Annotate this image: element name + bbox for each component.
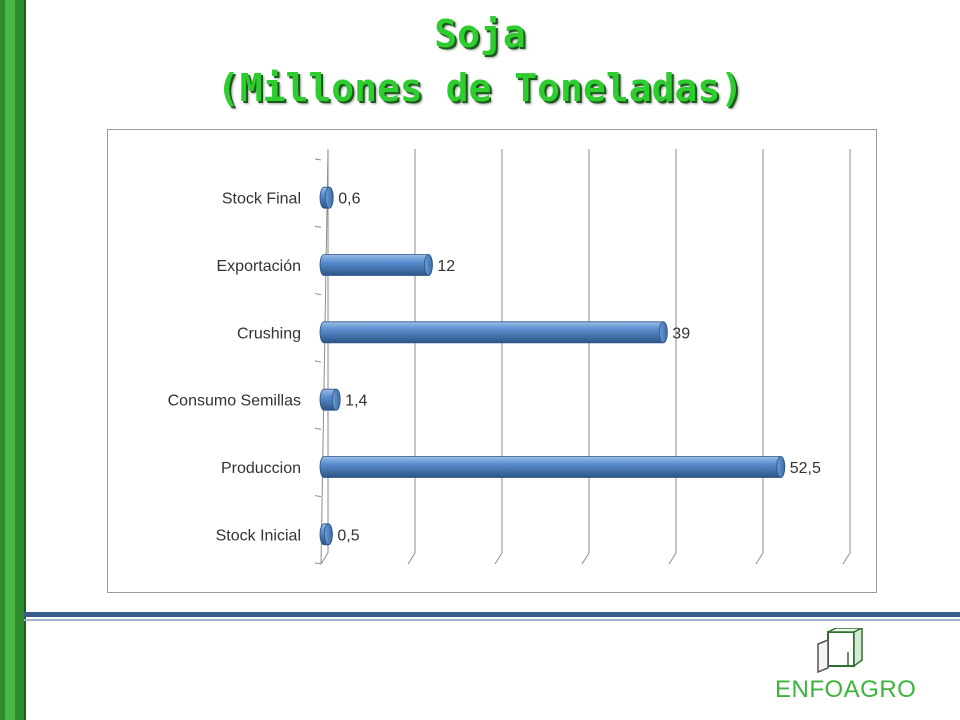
slide-title-line2: (Millones de Toneladas) xyxy=(216,66,744,110)
grid-floor-line xyxy=(581,552,590,565)
axis-tick xyxy=(314,495,322,498)
axis-tick xyxy=(314,562,322,565)
data-label: 0,5 xyxy=(337,527,359,544)
category-label: Stock Inicial xyxy=(216,527,301,544)
bar xyxy=(319,523,333,546)
brand-name: ENFOAGRO xyxy=(775,676,917,703)
bar-body xyxy=(319,321,668,344)
chart-frame: Stock Final 0,6 Exportación 12 Crushing 39 Con… xyxy=(107,129,877,593)
grid-floor-line xyxy=(668,552,677,565)
bar-chart: Stock Final 0,6 Exportación 12 Crushing 39 Con… xyxy=(168,148,851,565)
grid-floor-line xyxy=(494,552,503,565)
bar-cap xyxy=(776,456,786,478)
bar-cap xyxy=(658,321,668,344)
footer-divider xyxy=(24,612,960,617)
slide-title-line1: Soja xyxy=(434,12,526,56)
category-label: Consumo Semillas xyxy=(168,393,301,410)
footer-divider-thin xyxy=(24,619,960,621)
axis-tick xyxy=(314,158,322,161)
data-label: 52,5 xyxy=(790,460,821,477)
left-accent-bar xyxy=(0,0,26,720)
axis-line xyxy=(320,148,329,565)
bar-cap xyxy=(323,523,333,546)
grid-floor-line xyxy=(320,552,329,565)
axis-tick xyxy=(314,360,322,363)
bar xyxy=(319,254,433,276)
bar xyxy=(319,388,341,411)
left-accent-stripe xyxy=(5,0,15,720)
data-label: 0,6 xyxy=(338,191,360,208)
grid-floor-line xyxy=(842,552,851,565)
bar-cap xyxy=(331,388,341,411)
bar xyxy=(319,321,668,344)
data-label: 39 xyxy=(672,325,690,342)
category-label: Produccion xyxy=(221,460,301,477)
bar-cap xyxy=(423,254,433,276)
category-label: Crushing xyxy=(237,325,301,342)
grid-floor-line xyxy=(407,552,416,565)
enfoagro-logo-icon xyxy=(817,628,863,674)
bar-cap xyxy=(324,186,334,209)
axis-tick xyxy=(314,293,322,296)
data-label: 12 xyxy=(437,258,455,275)
data-label: 1,4 xyxy=(345,393,367,410)
category-label: Stock Final xyxy=(222,191,301,208)
category-label: Exportación xyxy=(217,258,302,275)
bar xyxy=(319,186,334,209)
bar-body xyxy=(319,456,786,478)
bar xyxy=(319,456,786,478)
axis-tick xyxy=(314,427,322,430)
bar-body xyxy=(319,254,433,276)
grid-floor-line xyxy=(755,552,764,565)
axis-tick xyxy=(314,225,322,228)
